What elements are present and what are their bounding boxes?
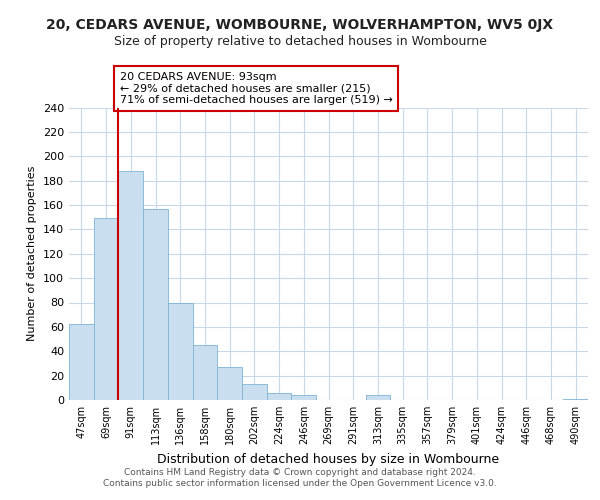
Bar [193, 345, 217, 400]
X-axis label: Distribution of detached houses by size in Wombourne: Distribution of detached houses by size … [157, 452, 500, 466]
Bar [365, 395, 390, 400]
Bar [242, 384, 267, 400]
Text: 20, CEDARS AVENUE, WOMBOURNE, WOLVERHAMPTON, WV5 0JX: 20, CEDARS AVENUE, WOMBOURNE, WOLVERHAMP… [46, 18, 554, 32]
Text: Size of property relative to detached houses in Wombourne: Size of property relative to detached ho… [113, 35, 487, 48]
Bar [267, 392, 292, 400]
Bar [143, 208, 168, 400]
Bar [563, 399, 588, 400]
Bar [94, 218, 118, 400]
Bar [118, 171, 143, 400]
Text: 20 CEDARS AVENUE: 93sqm
← 29% of detached houses are smaller (215)
71% of semi-d: 20 CEDARS AVENUE: 93sqm ← 29% of detache… [119, 72, 392, 105]
Bar [69, 324, 94, 400]
Text: Contains HM Land Registry data © Crown copyright and database right 2024.
Contai: Contains HM Land Registry data © Crown c… [103, 468, 497, 487]
Bar [217, 367, 242, 400]
Y-axis label: Number of detached properties: Number of detached properties [28, 166, 37, 342]
Bar [168, 302, 193, 400]
Bar [292, 395, 316, 400]
